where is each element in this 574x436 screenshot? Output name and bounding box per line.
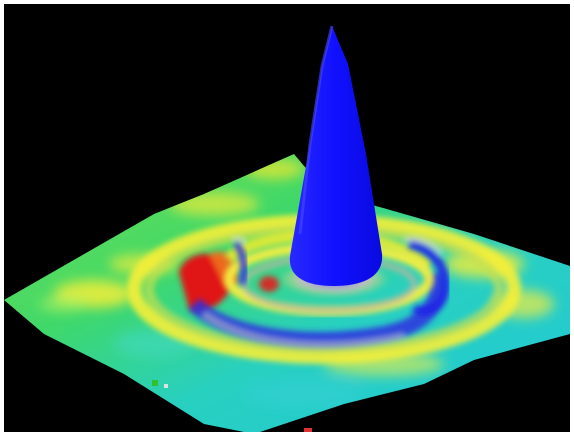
right-crest — [403, 237, 450, 316]
left-crest — [231, 236, 248, 285]
peak-highlight — [298, 25, 334, 235]
central-peak — [289, 26, 383, 286]
bottom-specks — [152, 380, 312, 432]
surface-plot — [4, 25, 570, 432]
render-viewport — [4, 4, 570, 432]
